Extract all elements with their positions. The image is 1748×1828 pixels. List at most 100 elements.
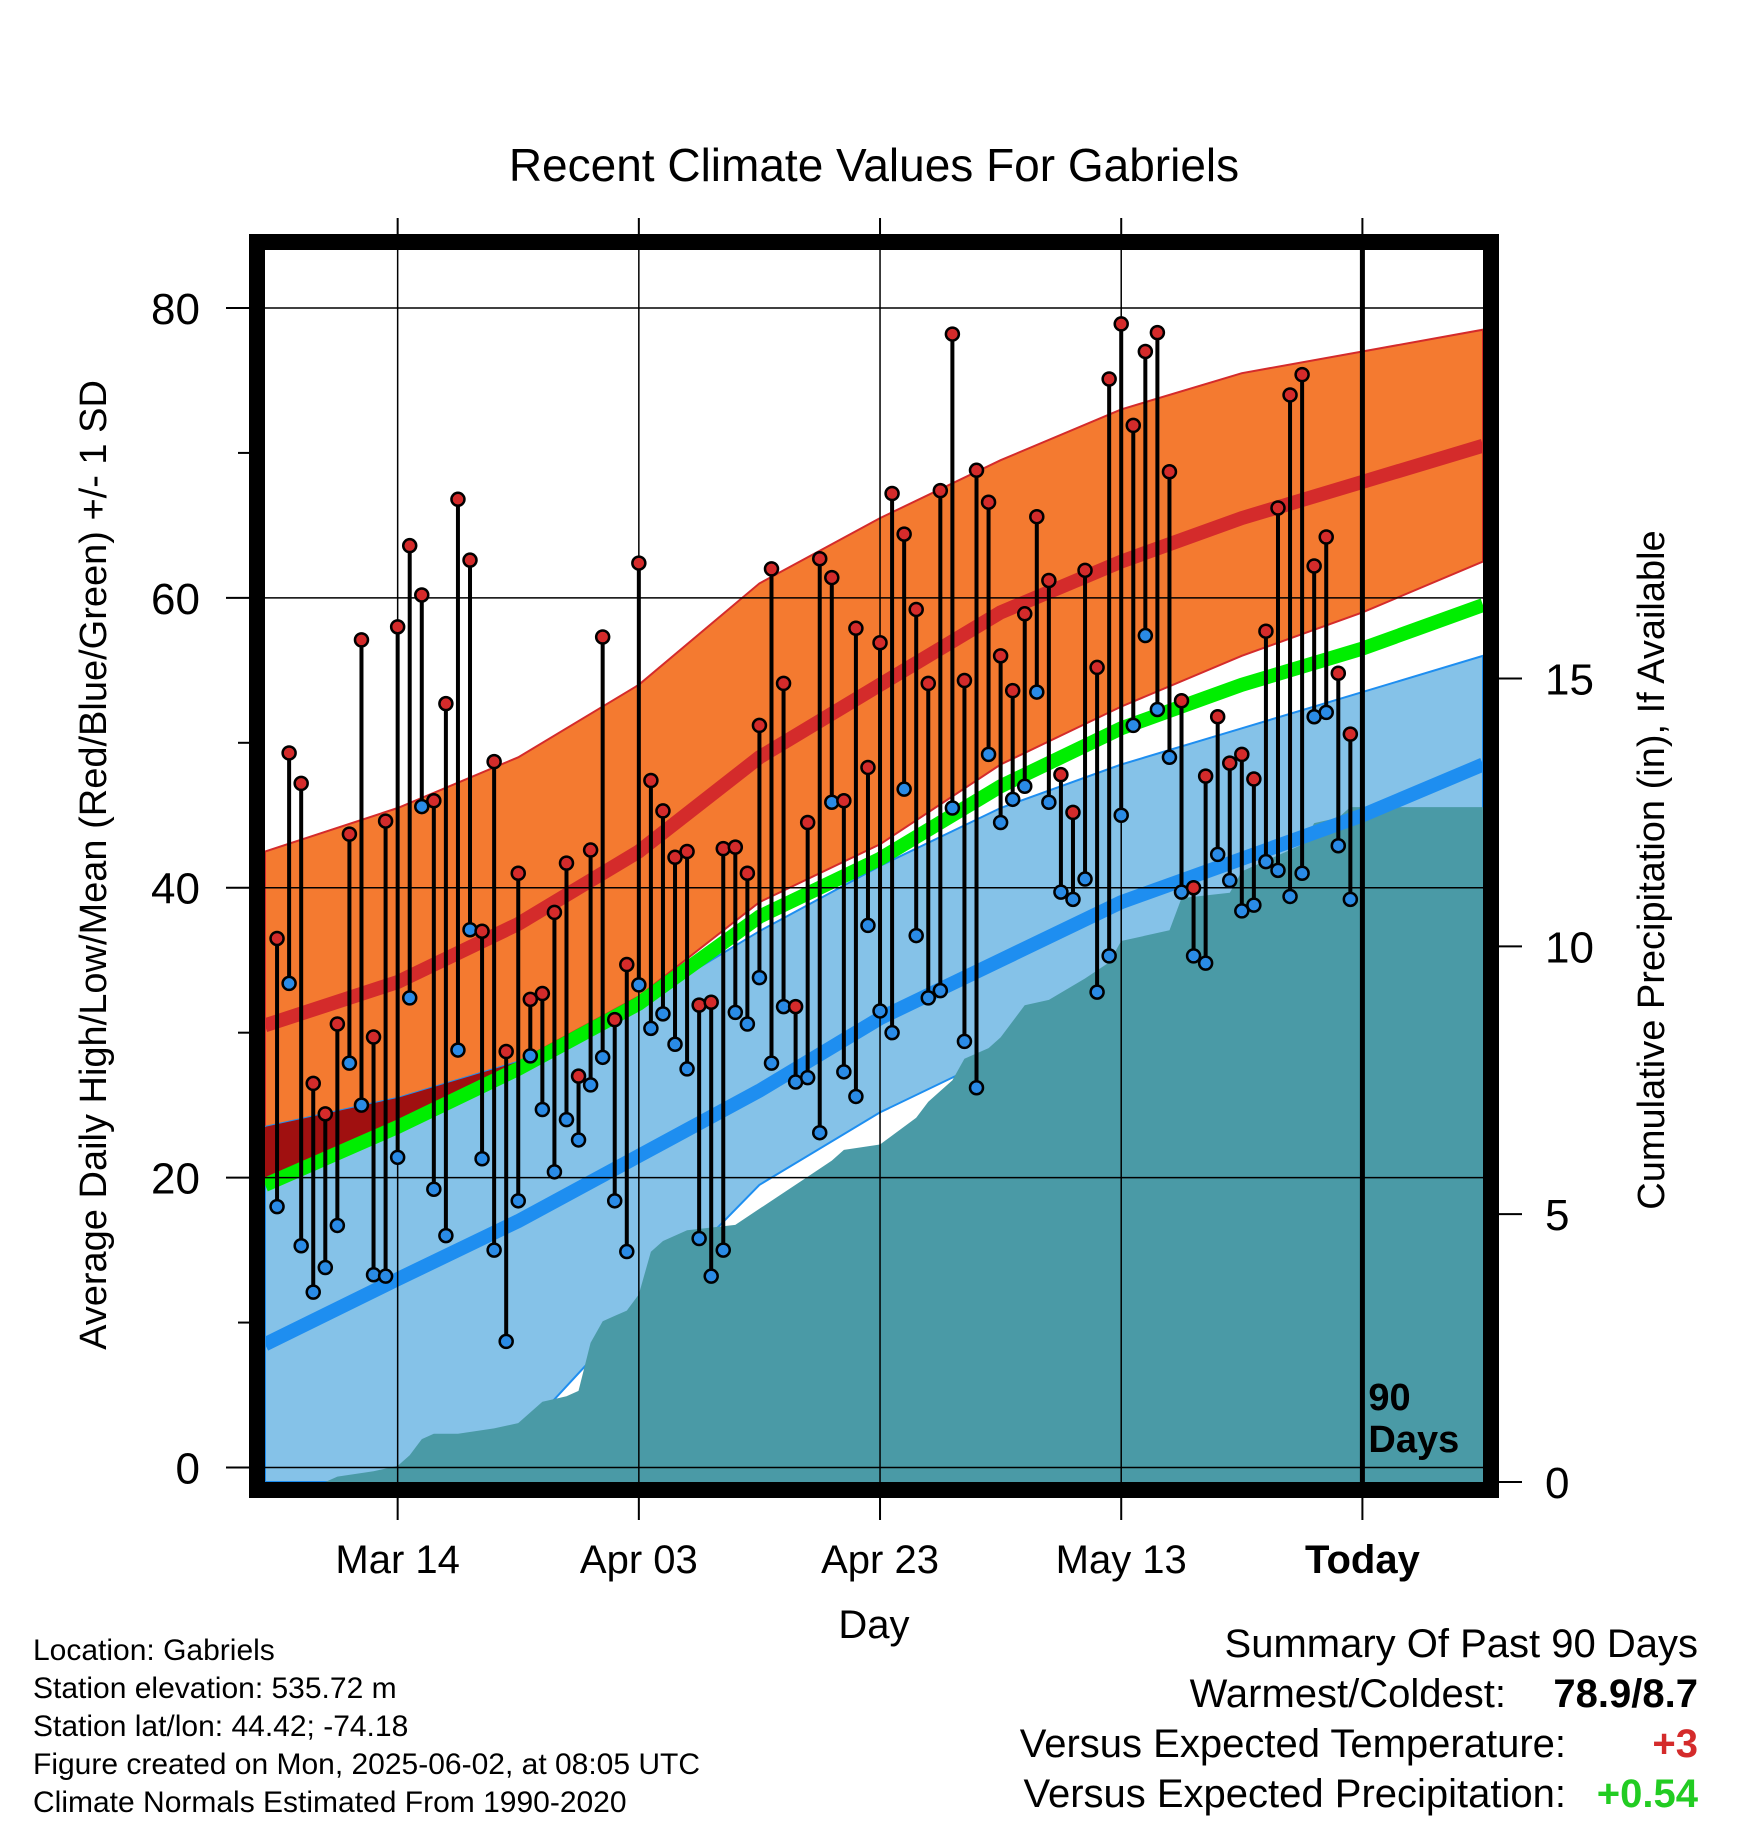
obs-low-point xyxy=(450,1042,466,1058)
obs-low-point xyxy=(281,975,297,992)
obs-low-point xyxy=(1282,888,1298,905)
obs-low-point xyxy=(1016,778,1033,795)
obs-high-point xyxy=(558,855,575,871)
obs-high-point xyxy=(655,803,671,819)
obs-high-point xyxy=(836,793,852,809)
obs-low-point xyxy=(1125,717,1142,734)
obs-low-point xyxy=(884,1024,900,1041)
obs-low-point xyxy=(570,1132,587,1148)
obs-low-point xyxy=(848,1088,864,1105)
obs-low-point xyxy=(329,1217,346,1234)
x-tick-label: Today xyxy=(1305,1538,1421,1582)
obs-high-point xyxy=(763,561,780,577)
obs-low-point xyxy=(920,990,937,1006)
obs-high-point xyxy=(293,775,309,792)
obs-high-point xyxy=(546,904,563,921)
obs-high-point xyxy=(534,985,551,1002)
obs-low-point xyxy=(1161,749,1178,766)
obs-high-point xyxy=(317,1106,334,1122)
obs-high-point xyxy=(1246,771,1262,787)
obs-high-point xyxy=(1330,665,1347,681)
obs-high-point xyxy=(1089,659,1105,676)
y2-tick-label: 5 xyxy=(1545,1191,1569,1240)
elevation-text: Station elevation: 535.72 m xyxy=(33,1672,397,1705)
obs-low-point xyxy=(1258,853,1274,870)
obs-high-point xyxy=(389,619,406,635)
obs-high-point xyxy=(1234,746,1250,763)
obs-high-point xyxy=(992,648,1009,664)
obs-low-point xyxy=(908,927,924,944)
obs-high-point xyxy=(1282,387,1298,403)
obs-high-point xyxy=(1342,726,1359,742)
obs-high-point xyxy=(1222,755,1238,771)
precip-label: Versus Expected Precipitation: xyxy=(1023,1772,1566,1816)
obs-low-point xyxy=(1342,891,1359,908)
obs-low-point xyxy=(1330,837,1347,854)
obs-low-point xyxy=(1089,984,1105,1000)
created-text: Figure created on Mon, 2025-06-02, at 08… xyxy=(33,1748,701,1781)
summary-heading: Summary Of Past 90 Days xyxy=(1224,1622,1698,1666)
obs-low-point xyxy=(860,917,876,934)
obs-high-point xyxy=(474,923,490,939)
obs-high-point xyxy=(920,675,937,692)
obs-high-point xyxy=(606,1011,623,1028)
obs-high-point xyxy=(1004,682,1021,699)
x-axis-label: Day xyxy=(838,1603,909,1647)
obs-low-point xyxy=(534,1101,551,1118)
obs-high-point xyxy=(498,1043,514,1060)
obs-high-point xyxy=(1029,508,1045,525)
obs-high-point xyxy=(401,537,418,554)
y2-tick-label: 10 xyxy=(1545,923,1594,972)
obs-low-point xyxy=(631,977,647,993)
y-tick-label: 20 xyxy=(151,1155,200,1204)
obs-high-point xyxy=(811,550,828,567)
warm-cold-label: Warmest/Coldest: xyxy=(1189,1672,1506,1716)
plot-frame xyxy=(249,234,1499,1498)
obs-high-point xyxy=(751,717,768,734)
obs-high-point xyxy=(1318,529,1334,545)
obs-low-point xyxy=(679,1061,695,1077)
obs-high-point xyxy=(799,814,816,831)
obs-high-point xyxy=(1161,464,1178,480)
obs-low-point xyxy=(1041,794,1057,810)
obs-low-point xyxy=(727,1004,744,1021)
obs-high-point xyxy=(1258,623,1274,639)
obs-low-point xyxy=(353,1097,370,1113)
obs-high-point xyxy=(281,745,297,761)
obs-high-point xyxy=(414,587,430,603)
obs-low-point xyxy=(522,1048,539,1064)
obs-low-point xyxy=(1185,948,1202,964)
x-tick-label: Mar 14 xyxy=(335,1538,460,1582)
obs-low-point xyxy=(510,1193,526,1209)
obs-low-point xyxy=(341,1055,358,1071)
obs-low-point xyxy=(498,1333,514,1350)
obs-low-point xyxy=(293,1237,309,1254)
obs-low-point xyxy=(606,1193,623,1209)
obs-high-point xyxy=(631,555,647,571)
obs-high-point xyxy=(450,491,466,508)
obs-low-point xyxy=(1113,807,1129,824)
x-tick-label: Apr 03 xyxy=(580,1538,698,1582)
obs-high-point xyxy=(1077,562,1093,579)
normals-text: Climate Normals Estimated From 1990-2020 xyxy=(33,1786,627,1819)
y2-axis-label: Cumulative Precipitation (in), If Availa… xyxy=(1631,530,1673,1209)
y2-tick-label: 15 xyxy=(1545,656,1594,705)
obs-low-point xyxy=(763,1055,780,1071)
obs-low-point xyxy=(811,1124,828,1141)
obs-low-point xyxy=(932,982,949,999)
y-tick-label: 40 xyxy=(151,865,200,914)
obs-high-point xyxy=(269,930,285,947)
obs-high-point xyxy=(787,998,804,1015)
obs-high-point xyxy=(944,326,961,342)
obs-low-point xyxy=(968,1080,985,1096)
obs-high-point xyxy=(462,552,478,568)
obs-high-point xyxy=(1113,316,1129,332)
obs-high-point xyxy=(775,675,792,692)
obs-low-point xyxy=(667,1036,683,1053)
obs-low-point xyxy=(305,1284,321,1300)
obs-low-point xyxy=(377,1268,394,1284)
obs-high-point xyxy=(329,1016,346,1032)
footer-info: Location: Gabriels Station elevation: 53… xyxy=(33,1632,700,1822)
obs-low-point xyxy=(414,798,430,815)
obs-low-point xyxy=(1004,791,1021,808)
